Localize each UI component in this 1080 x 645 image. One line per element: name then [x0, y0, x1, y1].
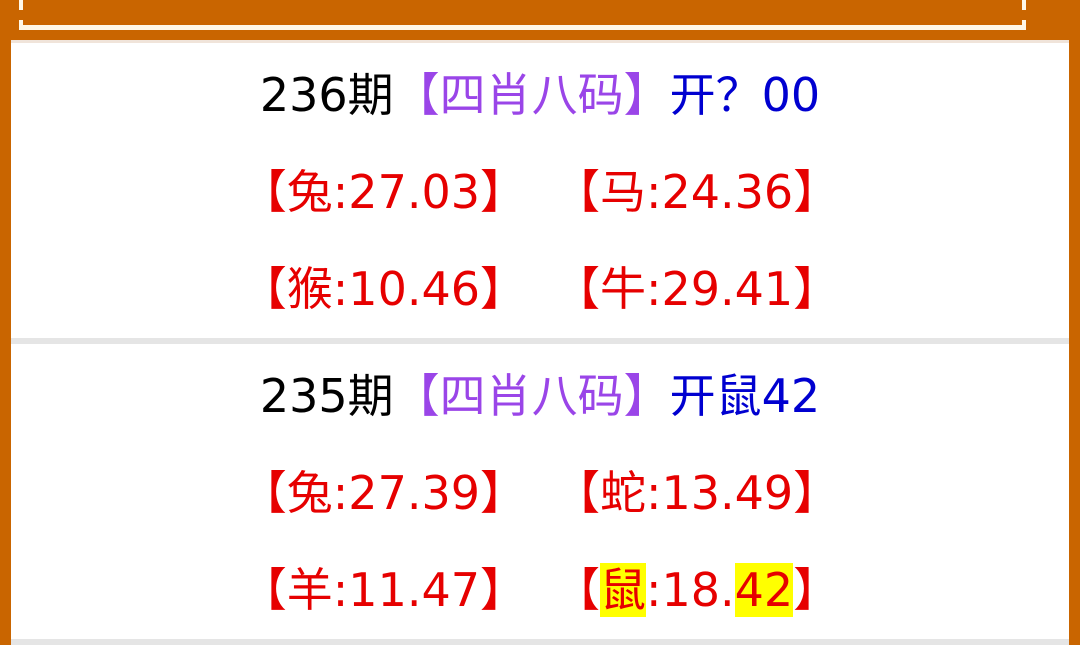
- frame-tick-right: [1022, 0, 1026, 10]
- bracket-open: 【: [240, 562, 287, 617]
- zodiac-name: 兔: [286, 465, 333, 520]
- issue-number: 235期: [259, 368, 394, 423]
- item-row: 【兔:27.39】 【蛇:13.49】: [11, 441, 1069, 538]
- separator: :: [646, 164, 662, 219]
- frame-tick-left-lower: [19, 20, 23, 30]
- item-row: 【羊:11.47】 【鼠:18.42】: [11, 538, 1069, 635]
- number-frac: 46: [421, 261, 480, 316]
- zodiac-item: 【猴:10.46】: [241, 253, 526, 319]
- prediction-block: 235期 【四肖八码】 开鼠42 【兔:27.39】 【蛇:13.49】 【羊:11.47…: [11, 344, 1069, 645]
- number-frac: 49: [734, 465, 794, 520]
- issue-number: 236期: [259, 67, 394, 122]
- zodiac-name: 兔: [286, 164, 333, 219]
- zodiac-name: 马: [600, 164, 646, 219]
- separator: :: [646, 562, 662, 617]
- number-int: 27.: [348, 164, 422, 219]
- separator: :: [332, 465, 349, 520]
- number-frac: 36: [734, 164, 794, 219]
- bracket-close: 】: [480, 562, 526, 617]
- zodiac-name: 牛: [600, 261, 646, 316]
- separator: :: [332, 562, 349, 617]
- bracket-close: 】: [480, 465, 526, 520]
- bracket-close: 】: [793, 261, 840, 316]
- bracket-open: 【: [554, 465, 600, 520]
- separator: :: [332, 164, 349, 219]
- item-row: 【兔:27.03】 【马:24.36】: [11, 140, 1069, 237]
- zodiac-item: 【兔:27.39】: [241, 457, 526, 523]
- separator: :: [332, 261, 349, 316]
- item-row: 【猴:10.46】 【牛:29.41】: [11, 237, 1069, 334]
- bracket-close: 】: [793, 164, 840, 219]
- number-frac: 41: [734, 261, 794, 316]
- block-header: 236期 【四肖八码】 开？00: [11, 43, 1069, 140]
- zodiac-item: 【蛇:13.49】: [554, 457, 839, 523]
- category-tag: 【四肖八码】: [393, 368, 670, 423]
- number-int: 24.: [661, 164, 735, 219]
- bracket-close: 】: [793, 465, 840, 520]
- bracket-close: 】: [793, 562, 840, 617]
- number-frac: 42: [734, 562, 794, 617]
- bracket-open: 【: [554, 562, 600, 617]
- prediction-block: 236期 【四肖八码】 开？00 【兔:27.03】 【马:24.36】 【猴:10.46…: [11, 43, 1069, 344]
- zodiac-item: 【鼠:18.42】: [554, 554, 839, 620]
- bracket-open: 【: [554, 261, 600, 316]
- number-frac: 39: [421, 465, 480, 520]
- number-frac: 47: [421, 562, 480, 617]
- zodiac-item: 【羊:11.47】: [241, 554, 526, 620]
- category-tag: 【四肖八码】: [393, 67, 670, 122]
- zodiac-item: 【兔:27.03】: [241, 156, 526, 222]
- bracket-open: 【: [554, 164, 600, 219]
- number-int: 11.: [348, 562, 422, 617]
- prediction-panel: 236期 【四肖八码】 开？00 【兔:27.03】 【马:24.36】 【猴:10.46…: [11, 40, 1069, 645]
- block-header: 235期 【四肖八码】 开鼠42: [11, 344, 1069, 441]
- bracket-close: 】: [480, 164, 526, 219]
- separator: :: [646, 261, 662, 316]
- bracket-open: 【: [240, 465, 287, 520]
- zodiac-name: 羊: [286, 562, 333, 617]
- number-int: 29.: [661, 261, 735, 316]
- number-int: 10.: [348, 261, 422, 316]
- zodiac-item: 【牛:29.41】: [554, 253, 839, 319]
- zodiac-item: 【马:24.36】: [554, 156, 839, 222]
- bracket-close: 】: [480, 261, 526, 316]
- frame-tick-right-lower: [1022, 20, 1026, 30]
- frame-tick-left: [19, 0, 23, 10]
- bracket-open: 【: [240, 261, 287, 316]
- draw-result: 开鼠42: [669, 368, 821, 423]
- number-int: 18.: [661, 562, 735, 617]
- frame-top-line: [19, 25, 1026, 30]
- zodiac-name: 蛇: [600, 465, 646, 520]
- zodiac-name: 猴: [286, 261, 333, 316]
- number-int: 13.: [661, 465, 735, 520]
- number-int: 27.: [348, 465, 422, 520]
- zodiac-name: 鼠: [600, 562, 646, 617]
- bracket-open: 【: [240, 164, 287, 219]
- draw-result: 开？00: [669, 67, 821, 122]
- number-frac: 03: [421, 164, 480, 219]
- separator: :: [646, 465, 662, 520]
